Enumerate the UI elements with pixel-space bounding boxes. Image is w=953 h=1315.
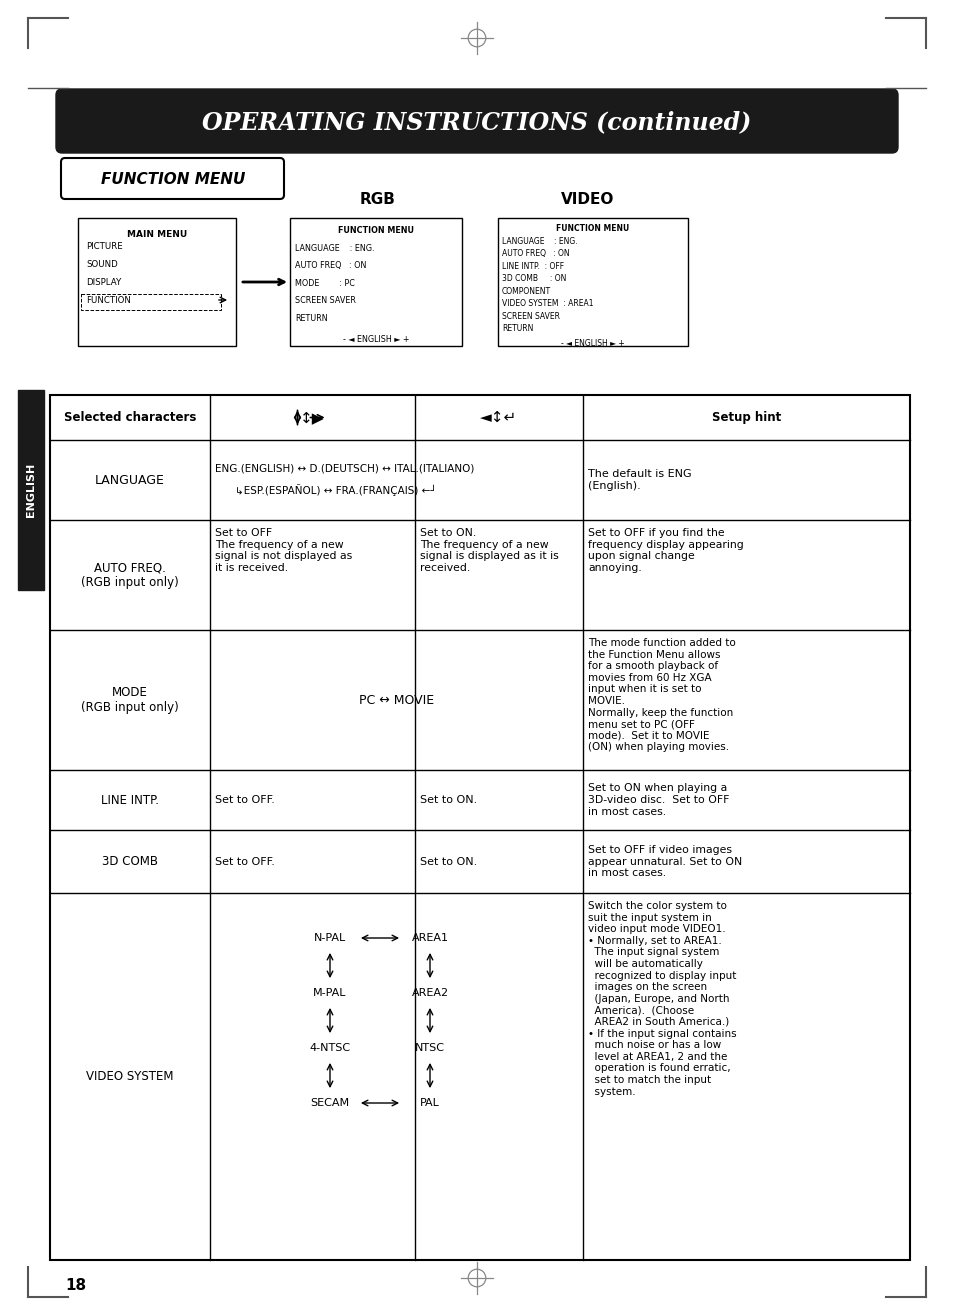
Text: Set to ON.: Set to ON. xyxy=(419,796,476,805)
Text: - ◄ ENGLISH ► +: - ◄ ENGLISH ► + xyxy=(560,339,624,348)
Text: Selected characters: Selected characters xyxy=(64,412,196,423)
Text: ↳ESP.(ESPAÑOL) ↔ FRA.(FRANÇAIS) ←┘: ↳ESP.(ESPAÑOL) ↔ FRA.(FRANÇAIS) ←┘ xyxy=(234,484,436,496)
Text: RETURN: RETURN xyxy=(294,314,327,322)
Text: VIDEO SYSTEM: VIDEO SYSTEM xyxy=(86,1070,173,1084)
Text: FUNCTION MENU: FUNCTION MENU xyxy=(101,171,245,187)
Text: FUNCTION MENU: FUNCTION MENU xyxy=(556,224,629,233)
Text: SOUND: SOUND xyxy=(86,259,117,268)
Text: DISPLAY: DISPLAY xyxy=(86,277,121,287)
Text: MODE
(RGB input only): MODE (RGB input only) xyxy=(81,686,178,714)
Text: M-PAL: M-PAL xyxy=(313,988,346,998)
Text: MODE        : PC: MODE : PC xyxy=(294,279,355,288)
Text: LINE INTP.  : OFF: LINE INTP. : OFF xyxy=(501,262,563,271)
Text: ◄↕↵: ◄↕↵ xyxy=(480,410,517,425)
Text: PC ↔ MOVIE: PC ↔ MOVIE xyxy=(358,693,434,706)
Text: AUTO FREQ   : ON: AUTO FREQ : ON xyxy=(294,262,366,270)
Text: 18: 18 xyxy=(65,1277,86,1293)
Text: Setup hint: Setup hint xyxy=(711,412,781,423)
Text: AREA1: AREA1 xyxy=(411,934,448,943)
Bar xyxy=(497,218,687,346)
Text: Set to OFF.: Set to OFF. xyxy=(214,796,274,805)
Text: LANGUAGE    : ENG.: LANGUAGE : ENG. xyxy=(294,243,375,252)
Bar xyxy=(290,218,461,346)
Text: PICTURE: PICTURE xyxy=(86,242,123,250)
Text: Set to ON when playing a
3D-video disc.  Set to OFF
in most cases.: Set to ON when playing a 3D-video disc. … xyxy=(587,784,729,817)
FancyBboxPatch shape xyxy=(56,89,897,153)
Text: Set to OFF if you find the
frequency display appearing
upon signal change
annoyi: Set to OFF if you find the frequency dis… xyxy=(587,529,743,573)
FancyBboxPatch shape xyxy=(18,391,44,590)
Text: FUNCTION: FUNCTION xyxy=(86,296,131,305)
Text: ENGLISH: ENGLISH xyxy=(26,463,36,517)
FancyBboxPatch shape xyxy=(61,158,284,199)
Text: COMPONENT: COMPONENT xyxy=(501,287,551,296)
Text: PAL: PAL xyxy=(419,1098,439,1109)
Text: 3D COMB     : ON: 3D COMB : ON xyxy=(501,275,566,283)
Text: FUNCTION MENU: FUNCTION MENU xyxy=(337,226,414,235)
Text: SECAM: SECAM xyxy=(310,1098,349,1109)
Text: AREA2: AREA2 xyxy=(411,988,448,998)
Text: Set to ON.
The frequency of a new
signal is displayed as it is
received.: Set to ON. The frequency of a new signal… xyxy=(419,529,558,573)
Text: - ◄ ENGLISH ► +: - ◄ ENGLISH ► + xyxy=(342,335,409,345)
Text: NTSC: NTSC xyxy=(415,1043,444,1053)
Text: Set to OFF if video images
appear unnatural. Set to ON
in most cases.: Set to OFF if video images appear unnatu… xyxy=(587,846,741,878)
Text: MAIN MENU: MAIN MENU xyxy=(127,230,187,239)
Text: Set to OFF.: Set to OFF. xyxy=(214,856,274,867)
Text: Set to OFF
The frequency of a new
signal is not displayed as
it is received.: Set to OFF The frequency of a new signal… xyxy=(214,529,352,573)
Text: LINE INTP.: LINE INTP. xyxy=(101,793,159,806)
Text: RGB: RGB xyxy=(359,192,395,206)
Text: ↕▶: ↕▶ xyxy=(300,410,324,425)
Text: RETURN: RETURN xyxy=(501,325,533,334)
Text: Set to ON.: Set to ON. xyxy=(419,856,476,867)
Text: AUTO FREQ.
(RGB input only): AUTO FREQ. (RGB input only) xyxy=(81,562,178,589)
Text: SCREEN SAVER: SCREEN SAVER xyxy=(501,312,559,321)
Text: Switch the color system to
suit the input system in
video input mode VIDEO1.
• N: Switch the color system to suit the inpu… xyxy=(587,901,736,1097)
Text: ENG.(ENGLISH) ↔ D.(DEUTSCH) ↔ ITAL.(ITALIANO): ENG.(ENGLISH) ↔ D.(DEUTSCH) ↔ ITAL.(ITAL… xyxy=(214,463,474,473)
Text: SCREEN SAVER: SCREEN SAVER xyxy=(294,296,355,305)
Text: The default is ENG
(English).: The default is ENG (English). xyxy=(587,469,691,490)
Text: OPERATING INSTRUCTIONS (continued): OPERATING INSTRUCTIONS (continued) xyxy=(202,110,751,134)
Text: LANGUAGE    : ENG.: LANGUAGE : ENG. xyxy=(501,237,577,246)
Text: 4-NTSC: 4-NTSC xyxy=(309,1043,350,1053)
Bar xyxy=(81,295,221,310)
Bar xyxy=(50,394,909,1260)
Text: 3D COMB: 3D COMB xyxy=(102,855,158,868)
Bar xyxy=(78,218,235,346)
Text: N-PAL: N-PAL xyxy=(314,934,346,943)
Text: VIDEO: VIDEO xyxy=(560,192,614,206)
Text: VIDEO SYSTEM  : AREA1: VIDEO SYSTEM : AREA1 xyxy=(501,300,593,308)
Text: LANGUAGE: LANGUAGE xyxy=(95,473,165,487)
Text: AUTO FREQ   : ON: AUTO FREQ : ON xyxy=(501,249,569,258)
Text: The mode function added to
the Function Menu allows
for a smooth playback of
mov: The mode function added to the Function … xyxy=(587,638,735,752)
